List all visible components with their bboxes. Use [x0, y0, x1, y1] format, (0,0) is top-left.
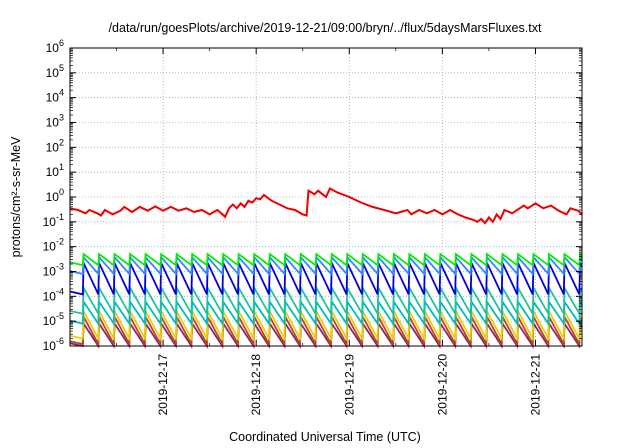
series-lines — [69, 187, 583, 349]
y-tick-label: 10-3 — [43, 262, 64, 279]
y-tick-label: 102 — [46, 137, 64, 154]
y-tick-label: 10-4 — [43, 286, 64, 303]
series-line — [69, 284, 583, 317]
x-tick-label: 2019-12-17 — [156, 354, 170, 416]
y-tick-label: 10-5 — [43, 311, 64, 328]
y-tick-label: 10-2 — [43, 237, 64, 254]
series-line — [69, 187, 583, 225]
x-tick-label: 2019-12-20 — [435, 354, 449, 416]
y-axis-label: protons/cm²-s-sr-MeV — [9, 136, 23, 258]
x-tick-label: 2019-12-21 — [528, 354, 542, 416]
grid — [70, 48, 582, 346]
y-tick-label: 100 — [46, 187, 64, 204]
x-tick-label: 2019-12-19 — [342, 354, 356, 416]
y-tick-label: 105 — [46, 63, 64, 80]
y-axis-ticks: 10-6 10-5 10-4 10-3 10-2 10-1 100 101 102 103 104 1… — [43, 38, 582, 353]
y-tick-label: 106 — [46, 38, 64, 55]
x-tick-label: 2019-12-18 — [249, 354, 263, 416]
y-tick-label: 10-1 — [43, 212, 64, 229]
x-axis-label: Coordinated Universal Time (UTC) — [229, 430, 421, 444]
chart-title: /data/run/goesPlots/archive/2019-12-21/0… — [109, 21, 542, 35]
series-line — [69, 250, 583, 267]
x-axis-ticks: 2019-12-17 2019-12-18 2019-12-19 2019-12-20… — [116, 48, 542, 416]
y-tick-label: 101 — [46, 162, 64, 179]
y-tick-label: 10-6 — [43, 336, 64, 353]
y-tick-label: 104 — [46, 88, 64, 105]
y-tick-label: 103 — [46, 113, 64, 130]
